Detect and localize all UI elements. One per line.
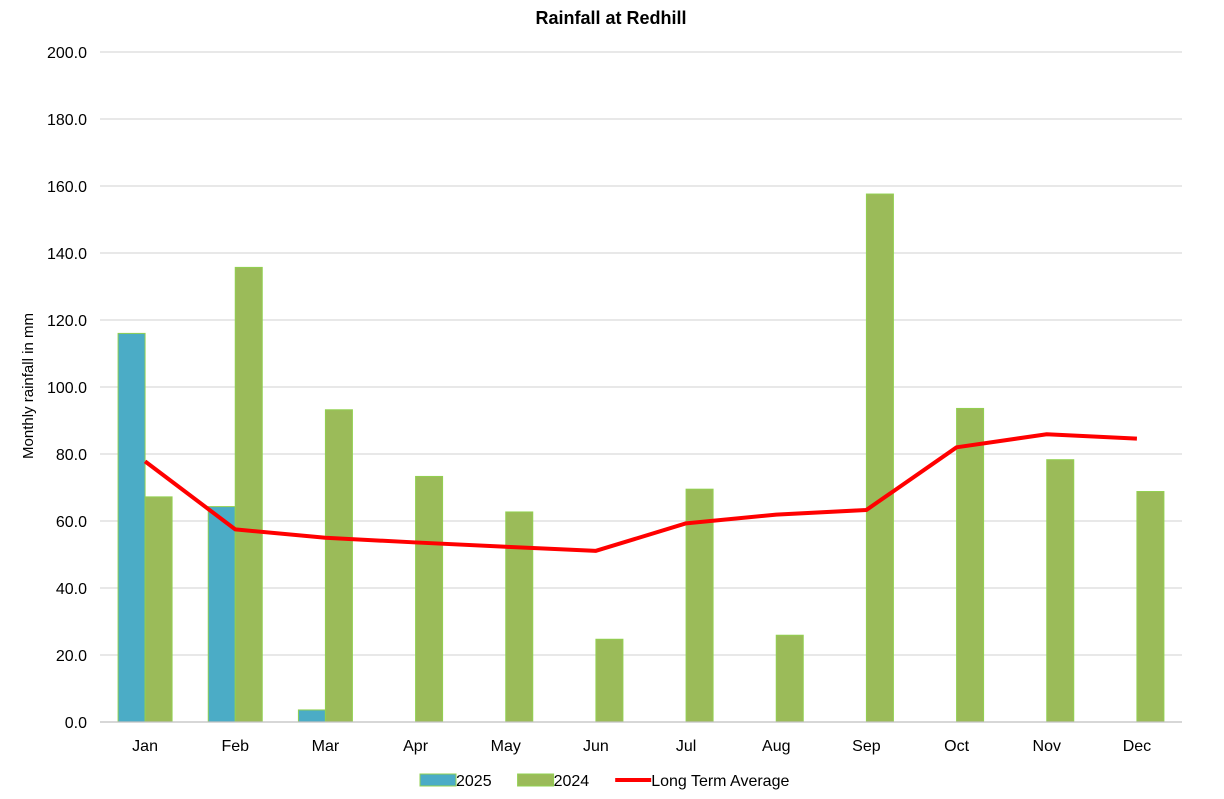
x-tick-label: Jul xyxy=(676,738,696,755)
bar-2024-jan xyxy=(144,496,173,723)
y-tick-label: 180.0 xyxy=(47,112,87,129)
x-tick-label: Nov xyxy=(1033,738,1061,755)
x-tick-label: Jun xyxy=(583,738,609,755)
bar-2024-aug xyxy=(775,634,804,723)
bar-2024-may xyxy=(505,511,534,723)
x-tick-labels: Jan Feb Mar Apr May Jun Jul Aug Sep Oct Nov Dec xyxy=(132,738,1151,755)
y-tick-label: 160.0 xyxy=(47,179,87,196)
bar-2024-jul xyxy=(685,488,714,723)
bar-2024-mar xyxy=(324,409,353,723)
y-tick-label: 20.0 xyxy=(56,648,87,665)
legend-swatch-2025 xyxy=(419,773,457,787)
x-tick-label: Sep xyxy=(852,738,881,755)
legend-label-long-term-average: Long Term Average xyxy=(651,773,789,790)
line-long-term-average xyxy=(143,432,1138,553)
gridlines xyxy=(100,51,1182,656)
x-tick-label: Mar xyxy=(312,738,340,755)
y-tick-label: 100.0 xyxy=(47,380,87,397)
y-tick-label: 0.0 xyxy=(65,715,87,732)
bar-2024-oct xyxy=(956,407,985,723)
y-tick-label: 120.0 xyxy=(47,313,87,330)
x-tick-label: Oct xyxy=(944,738,969,755)
y-tick-labels: 0.0 20.0 40.0 60.0 80.0 100.0 120.0 140.0 160.0 1… xyxy=(47,45,87,732)
y-axis-label: Monthly rainfall in mm xyxy=(20,313,37,459)
bar-2024-feb xyxy=(234,266,263,723)
legend-label-2024: 2024 xyxy=(554,773,590,790)
bar-2025-jan xyxy=(117,332,146,723)
x-tick-label: Jan xyxy=(132,738,158,755)
x-tick-label: Apr xyxy=(403,738,429,755)
bar-2024-apr xyxy=(415,475,444,723)
chart-title: Rainfall at Redhill xyxy=(535,8,686,28)
y-tick-label: 80.0 xyxy=(56,447,87,464)
x-tick-label: Feb xyxy=(221,738,249,755)
bar-2024-nov xyxy=(1046,459,1075,723)
y-tick-label: 40.0 xyxy=(56,581,87,598)
y-tick-label: 200.0 xyxy=(47,45,87,62)
legend-swatch-2024 xyxy=(517,773,555,787)
x-tick-label: Aug xyxy=(762,738,790,755)
bars xyxy=(117,193,1165,723)
average-line xyxy=(143,432,1138,553)
x-tick-label: May xyxy=(491,738,521,755)
bar-2025-feb xyxy=(207,506,236,723)
bar-2024-sep xyxy=(865,193,894,723)
y-tick-label: 60.0 xyxy=(56,514,87,531)
legend-label-2025: 2025 xyxy=(456,773,492,790)
legend: 2025 2024 Long Term Average xyxy=(419,773,789,790)
y-tick-label: 140.0 xyxy=(47,246,87,263)
bar-2025-mar xyxy=(297,709,326,723)
bar-2024-jun xyxy=(595,638,624,723)
bar-2024-dec xyxy=(1136,491,1165,723)
x-tick-label: Dec xyxy=(1123,738,1151,755)
